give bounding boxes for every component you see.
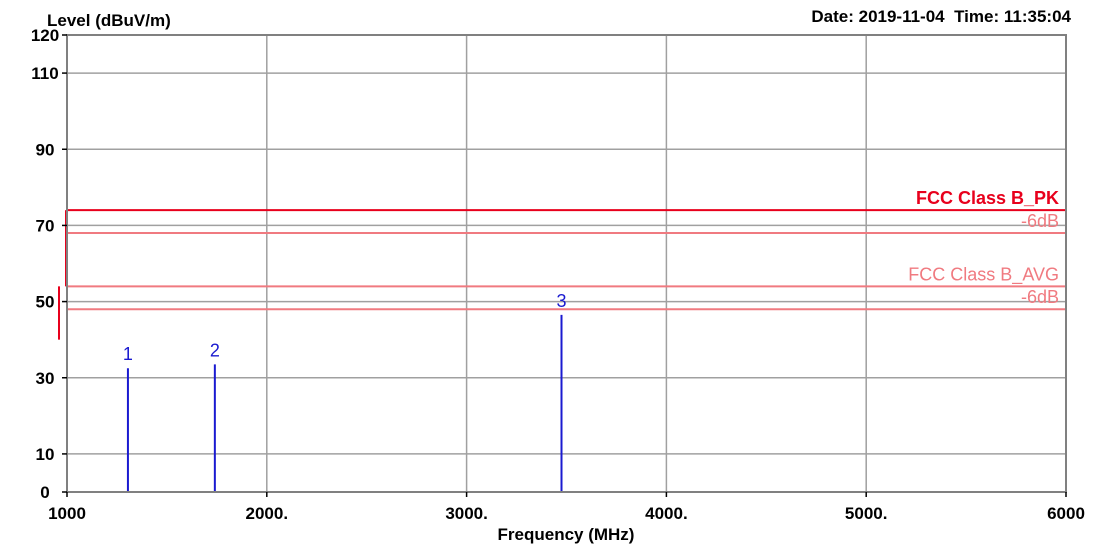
limit-line-label: -6dB	[1021, 287, 1059, 307]
axis-ticks: 0 10 30 50 70 90 110 120 1000 2000. 3000. 4000. 5000…	[31, 26, 1085, 523]
peak-label: 1	[123, 344, 133, 364]
peak-label: 2	[210, 340, 220, 360]
limit-line-label: FCC Class B_AVG	[908, 264, 1059, 285]
date-label: Date:	[811, 7, 854, 26]
x-tick-label: 1000	[48, 504, 86, 523]
peak-label: 3	[556, 291, 566, 311]
limit-line-label: -6dB	[1021, 211, 1059, 231]
date-time-header: Date: 2019-11-04 Time: 11:35:04	[811, 7, 1071, 27]
x-tick-label: 4000.	[645, 504, 688, 523]
x-axis-label: Frequency (MHz)	[498, 525, 635, 544]
x-tick-label: 5000.	[845, 504, 888, 523]
x-tick-label: 2000.	[246, 504, 289, 523]
y-tick-label: 30	[36, 369, 55, 388]
time-label: Time:	[954, 7, 1000, 26]
time-value: 11:35:04	[1003, 7, 1071, 26]
y-tick-label: 50	[36, 293, 55, 312]
y-tick-label: 110	[31, 64, 58, 83]
grid	[67, 35, 1066, 492]
y-axis-label: Level (dBuV/m)	[47, 11, 171, 30]
y-tick-label: 70	[36, 216, 55, 235]
x-tick-label: 3000.	[445, 504, 488, 523]
y-tick-label: 0	[40, 483, 49, 502]
y-tick-label: 120	[31, 26, 59, 45]
y-tick-label: 10	[36, 445, 55, 464]
peaks: 1 2 3	[123, 291, 567, 492]
plot-border	[66, 34, 1067, 493]
limit-line-label: FCC Class B_PK	[916, 188, 1059, 208]
x-tick-label: 6000	[1047, 504, 1085, 523]
y-tick-label: 90	[36, 140, 55, 159]
date-value: 2019-11-04	[858, 7, 945, 26]
